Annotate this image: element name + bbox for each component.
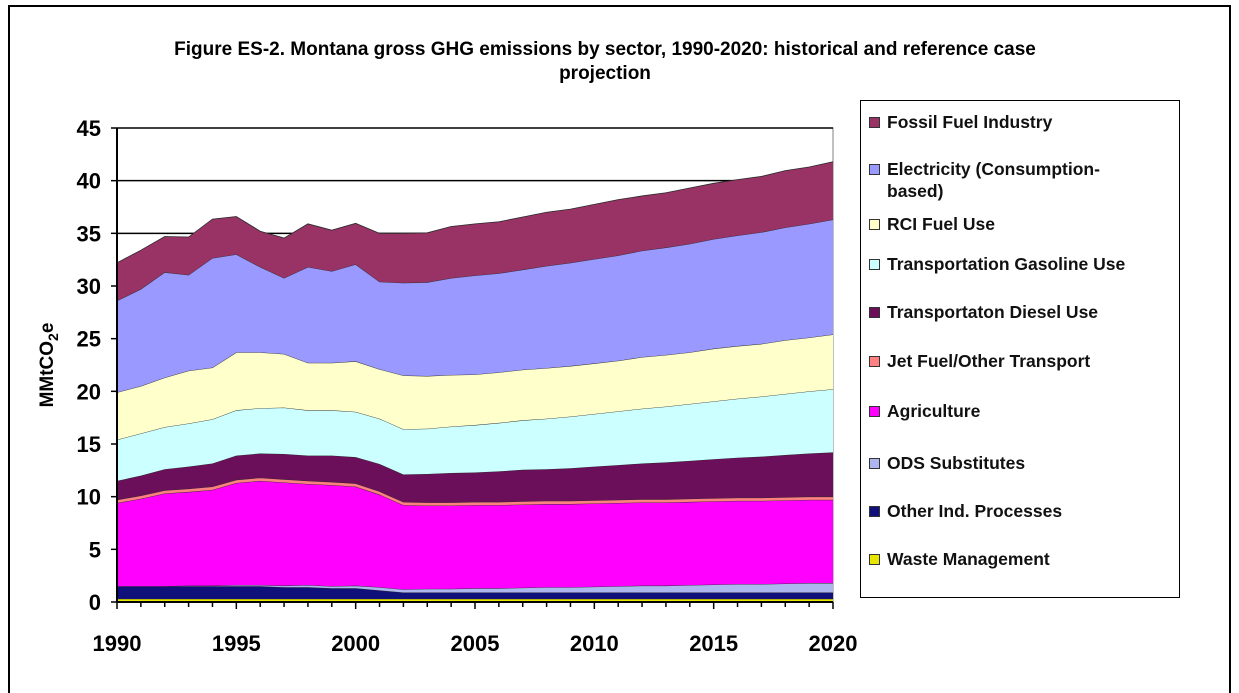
legend-swatch-7 xyxy=(869,219,880,230)
x-tick-label-2015: 2015 xyxy=(689,631,738,656)
area-series-9 xyxy=(117,161,833,301)
legend-item-0: Waste Management xyxy=(869,548,1174,570)
y-tick-label-5: 5 xyxy=(89,537,101,562)
y-tick-label-10: 10 xyxy=(77,485,101,510)
legend-label-8: Electricity (Consumption- based) xyxy=(887,159,1100,201)
area-series-2 xyxy=(117,583,833,593)
x-tick-label-2000: 2000 xyxy=(331,631,380,656)
y-tick-label-30: 30 xyxy=(77,274,101,299)
legend-label-3: Agriculture xyxy=(887,401,981,421)
y-tick-label-15: 15 xyxy=(77,432,101,457)
legend-item-7: RCI Fuel Use xyxy=(869,213,1174,235)
x-tick-label-2005: 2005 xyxy=(451,631,500,656)
legend-swatch-5 xyxy=(869,307,880,318)
legend-swatch-2 xyxy=(869,458,880,469)
legend-item-3: Agriculture xyxy=(869,400,1174,422)
legend-swatch-6 xyxy=(869,259,880,270)
legend-item-5: Transportaton Diesel Use xyxy=(869,301,1174,323)
x-tick-label-2020: 2020 xyxy=(809,631,858,656)
y-tick-label-35: 35 xyxy=(77,221,101,246)
legend-swatch-3 xyxy=(869,406,880,417)
legend-label-1: Other Ind. Processes xyxy=(887,501,1063,521)
legend-swatch-4 xyxy=(869,356,880,367)
legend-item-8: Electricity (Consumption- based) xyxy=(869,158,1174,202)
legend-swatch-8 xyxy=(869,164,880,175)
legend-swatch-1 xyxy=(869,506,880,517)
legend-item-4: Jet Fuel/Other Transport xyxy=(869,350,1174,372)
legend-item-9: Fossil Fuel Industry xyxy=(869,111,1174,133)
legend-label-2: ODS Substitutes xyxy=(887,453,1026,473)
area-series-7 xyxy=(117,334,833,440)
area-series-3 xyxy=(117,480,833,590)
legend-label-4: Jet Fuel/Other Transport xyxy=(887,351,1091,371)
x-tick-label-1990: 1990 xyxy=(93,631,142,656)
area-series-8 xyxy=(117,219,833,393)
legend-label-6: Transportation Gasoline Use xyxy=(887,254,1126,274)
chart-title: Figure ES-2. Montana gross GHG emissions… xyxy=(174,39,1036,84)
area-series-5 xyxy=(117,452,833,503)
area-series-6 xyxy=(117,389,833,481)
y-tick-label-45: 45 xyxy=(77,116,101,141)
area-series-group xyxy=(116,161,834,602)
legend-label-9: Fossil Fuel Industry xyxy=(887,112,1053,132)
legend-item-1: Other Ind. Processes xyxy=(869,500,1174,522)
legend-item-2: ODS Substitutes xyxy=(869,452,1174,474)
area-series-edge-9 xyxy=(116,161,834,264)
axes: 0 5 10 15 20 25 30 35 40 45 1990 1995 2000 2005 2010 20… xyxy=(77,116,858,656)
x-tick-label-2010: 2010 xyxy=(570,631,619,656)
legend-item-6: Transportation Gasoline Use xyxy=(869,253,1174,275)
y-tick-label-40: 40 xyxy=(77,169,101,194)
y-tick-label-0: 0 xyxy=(89,590,101,615)
legend-label-5: Transportaton Diesel Use xyxy=(887,302,1099,322)
legend-swatch-9 xyxy=(869,117,880,128)
y-tick-label-20: 20 xyxy=(77,379,101,404)
legend-label-0: Waste Management xyxy=(887,549,1050,569)
y-axis-label: MMtCO2e xyxy=(37,323,61,408)
x-tick-label-1995: 1995 xyxy=(212,631,261,656)
legend: Fossil Fuel Industry Electricity (Consump… xyxy=(860,100,1180,598)
y-tick-label-25: 25 xyxy=(77,327,101,352)
legend-swatch-0 xyxy=(869,554,880,565)
legend-label-7: RCI Fuel Use xyxy=(887,214,995,234)
